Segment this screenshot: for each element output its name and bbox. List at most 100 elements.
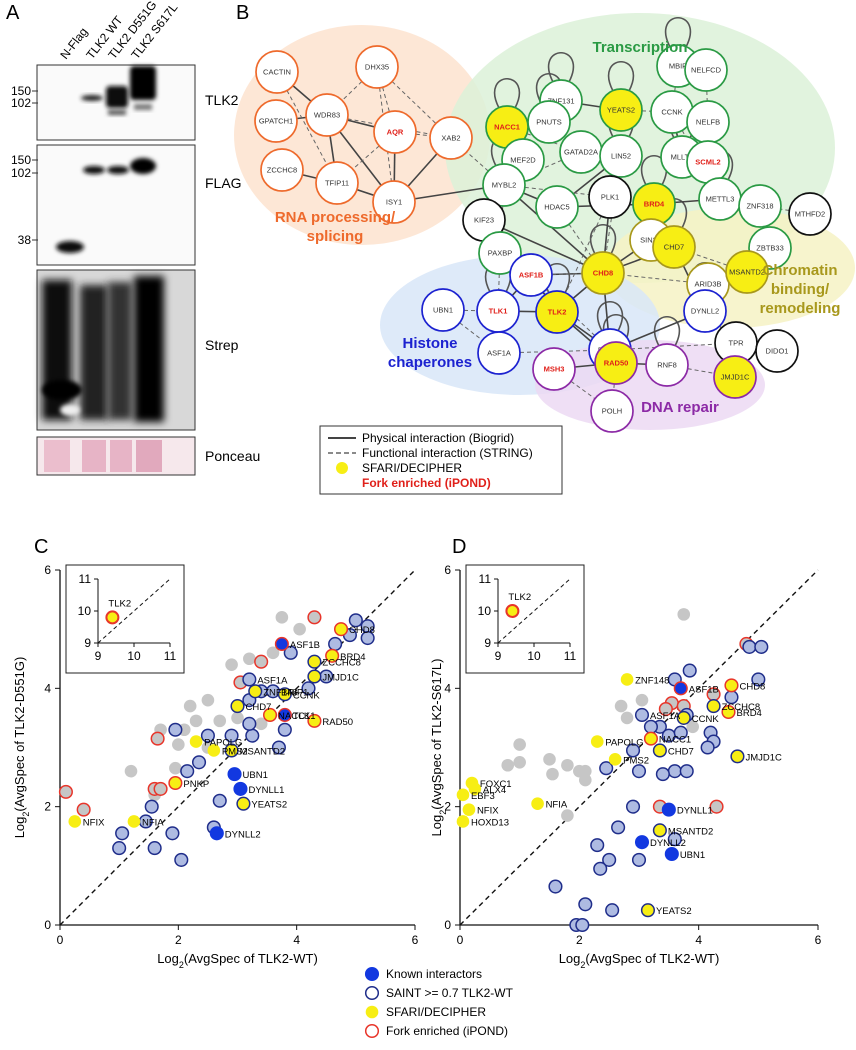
point xyxy=(590,838,605,853)
point xyxy=(652,823,667,838)
point-label: CHD7 xyxy=(668,746,694,757)
inset-y-tick-label: 9 xyxy=(484,636,491,650)
point-label: PMS2 xyxy=(222,746,248,757)
axis-title-part: Log xyxy=(157,951,179,966)
point xyxy=(254,717,268,731)
point xyxy=(677,608,691,621)
point-label: MSANTD2 xyxy=(668,826,713,837)
point xyxy=(242,716,257,731)
x-tick-label: 4 xyxy=(695,933,702,947)
node-label: ASF1B xyxy=(519,270,544,279)
point xyxy=(180,764,195,779)
axis-title-part: 2 xyxy=(21,812,31,817)
point-label: BRIP1 xyxy=(281,687,308,698)
point xyxy=(643,719,658,734)
legend-text: SFARI/DECIPHER xyxy=(362,461,462,475)
inset-point xyxy=(505,604,520,618)
point xyxy=(578,897,593,912)
node-label: ARID3B xyxy=(694,279,721,288)
mw-marker: 150 xyxy=(11,84,31,98)
point-label: DYNLL2 xyxy=(225,829,261,840)
point xyxy=(348,613,363,628)
point-label: ZNF148 xyxy=(635,675,669,686)
point-label: CHD7 xyxy=(246,702,272,713)
point xyxy=(168,775,183,791)
point-label: RAD50 xyxy=(322,717,353,728)
point xyxy=(721,704,736,720)
point xyxy=(742,639,757,654)
point-label: ZCCHC8 xyxy=(722,702,761,713)
point xyxy=(513,755,526,769)
point xyxy=(686,720,699,734)
network-node xyxy=(581,251,625,295)
point-label: ZCCHC8 xyxy=(322,658,361,669)
point xyxy=(579,773,592,787)
node-label: NELFB xyxy=(696,117,720,126)
group-label-line: Histone xyxy=(402,335,457,352)
point-label: BRD4 xyxy=(737,708,762,719)
point xyxy=(658,701,673,717)
network-node xyxy=(532,347,576,391)
inset-y-tick-label: 10 xyxy=(478,604,492,618)
point xyxy=(227,767,242,782)
point xyxy=(700,740,715,755)
band xyxy=(108,110,126,115)
network-node xyxy=(590,389,634,433)
group-label-line: Transcription xyxy=(592,39,687,56)
point-label: ZNF148 xyxy=(263,687,297,698)
point xyxy=(611,820,626,835)
node-label: DYNLL2 xyxy=(691,306,719,315)
point xyxy=(706,699,721,714)
point xyxy=(724,678,739,693)
point xyxy=(275,611,289,624)
point xyxy=(631,764,647,779)
point xyxy=(631,852,647,867)
point xyxy=(546,767,559,781)
network-node xyxy=(684,48,728,92)
point xyxy=(575,917,590,933)
point xyxy=(608,753,622,766)
point xyxy=(625,799,641,814)
group-label: Histone chaperones xyxy=(388,335,472,371)
point xyxy=(573,764,586,778)
x-tick-label: 0 xyxy=(457,933,464,947)
node-label: BRD4 xyxy=(644,199,665,208)
network-node xyxy=(372,180,416,224)
node-label: MBIP xyxy=(669,61,687,70)
point-label: ASF1B xyxy=(290,640,320,651)
network-node xyxy=(421,288,465,332)
point xyxy=(462,803,476,816)
axis-title-part: 2 xyxy=(580,960,585,970)
blot-label: Ponceau xyxy=(205,448,260,464)
inset-y-tick-label: 11 xyxy=(479,572,492,586)
point-label: ASF1A xyxy=(257,675,288,686)
point-label: NACC1 xyxy=(659,735,691,746)
network-node xyxy=(535,290,579,334)
network-node xyxy=(535,185,579,229)
network-node xyxy=(713,355,757,399)
point xyxy=(169,761,182,775)
smear xyxy=(108,282,132,420)
point-label: NFIA xyxy=(546,800,568,811)
point xyxy=(242,672,257,687)
point-label: DYNLL1 xyxy=(248,785,284,796)
point-label: NFIX xyxy=(83,817,105,828)
legend-box xyxy=(319,425,563,495)
group-label-line: DNA repair xyxy=(641,399,719,416)
point-label: PMS2 xyxy=(623,755,649,766)
blot-frame xyxy=(36,64,196,141)
y-tick-label: 0 xyxy=(444,918,451,932)
legend-text: Fork enriched (iPOND) xyxy=(386,1024,508,1038)
axis-title-part: (AvgSpec of TLK2-WT) xyxy=(585,951,719,966)
network-node xyxy=(645,343,689,387)
point xyxy=(614,699,628,713)
point xyxy=(561,758,574,772)
node-label: MEF2D xyxy=(510,155,536,164)
point xyxy=(213,714,227,728)
point xyxy=(124,764,138,778)
stain xyxy=(136,440,162,472)
point xyxy=(561,809,574,822)
point-label: UBN1 xyxy=(243,770,268,781)
point xyxy=(174,852,189,867)
group-label-line: remodeling xyxy=(760,300,841,317)
